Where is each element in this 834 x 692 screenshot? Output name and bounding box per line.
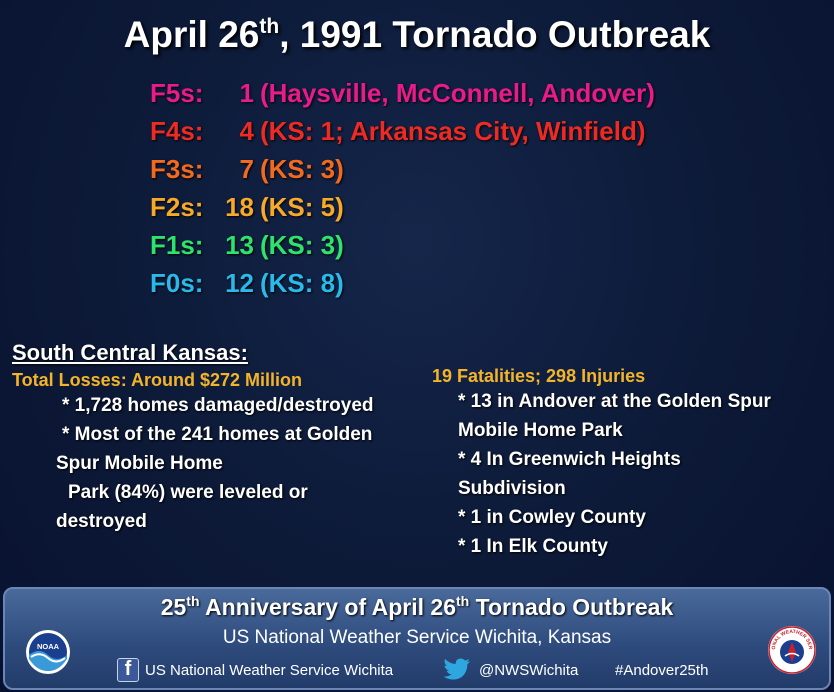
south-central-section: South Central Kansas: Total Losses: Arou… [12,340,432,536]
footer-subtitle: US National Weather Service Wichita, Kan… [222,627,612,648]
section-heading: South Central Kansas: [12,340,248,365]
list-item: * 1 in Cowley County [458,507,646,528]
rating-count: 18 [225,192,254,222]
rating-label: F2s: [150,192,204,222]
list-item: * 13 in Andover at the Golden Spur [458,391,771,412]
list-item: Spur Mobile Home [56,453,223,474]
rating-detail: (KS: 3) [260,154,344,184]
rating-f1: F1s: 13 (KS: 3) [150,230,655,268]
rating-count: 7 [239,154,254,184]
list-item: Park (84%) were leveled or [68,482,308,503]
list-item: * Most of the 241 homes at Golden [62,424,373,445]
nws-logo-icon: NATIONAL WEATHER SERVICE [767,625,816,674]
twitter-link[interactable]: @NWSWichita [443,657,578,683]
twitter-label: @NWSWichita [479,661,579,679]
rating-label: F0s: [150,268,204,298]
list-item: * 1 In Elk County [458,536,608,557]
hashtag-label: #Andover25th [615,661,709,679]
facebook-label: US National Weather Service Wichita [145,661,394,679]
rating-f2: F2s: 18 (KS: 5) [150,192,655,230]
page-title: April 26th, 1991 Tornado Outbreak [123,14,711,55]
rating-label: F4s: [150,116,204,146]
list-item: Mobile Home Park [458,420,623,441]
rating-detail: (Haysville, McConnell, Andover) [260,78,655,108]
rating-label: F3s: [150,154,204,184]
noaa-logo-text: NOAA [37,642,60,651]
list-item: destroyed [56,511,147,532]
footer-banner: 25th Anniversary of April 26th Tornado O… [3,587,831,690]
rating-label: F1s: [150,230,204,260]
social-links: f US National Weather Service Wichita @N… [5,657,829,683]
list-item: * 4 In Greenwich Heights [458,449,681,470]
facebook-link[interactable]: f US National Weather Service Wichita [117,657,393,683]
casualties-section: 19 Fatalities; 298 Injuries * 13 in Ando… [432,366,832,561]
rating-count: 1 [239,78,254,108]
casualties-heading: 19 Fatalities; 298 Injuries [432,366,646,386]
total-losses: Total Losses: Around $272 Million [12,370,303,390]
noaa-logo-icon: NOAA [26,630,70,674]
rating-detail: (KS: 5) [260,192,344,222]
rating-label: F5s: [150,78,204,108]
facebook-icon: f [117,658,139,682]
rating-count: 4 [239,116,254,146]
rating-f0: F0s: 12 (KS: 8) [150,268,655,306]
list-item: Subdivision [458,478,566,499]
rating-f5: F5s: 1 (Haysville, McConnell, Andover) [150,78,655,116]
twitter-bird-icon [443,658,470,680]
rating-f4: F4s: 4 (KS: 1; Arkansas City, Winfield) [150,116,655,154]
rating-count: 12 [225,268,254,298]
rating-detail: (KS: 3) [260,230,344,260]
rating-count: 13 [225,230,254,260]
rating-detail: (KS: 8) [260,268,344,298]
rating-detail: (KS: 1; Arkansas City, Winfield) [260,116,646,146]
list-item: * 1,728 homes damaged/destroyed [62,395,374,416]
rating-f3: F3s: 7 (KS: 3) [150,154,655,192]
hashtag-link[interactable]: #Andover25th [615,657,708,683]
rating-list: F5s: 1 (Haysville, McConnell, Andover) F… [150,78,655,306]
footer-title: 25th Anniversary of April 26th Tornado O… [160,593,674,620]
